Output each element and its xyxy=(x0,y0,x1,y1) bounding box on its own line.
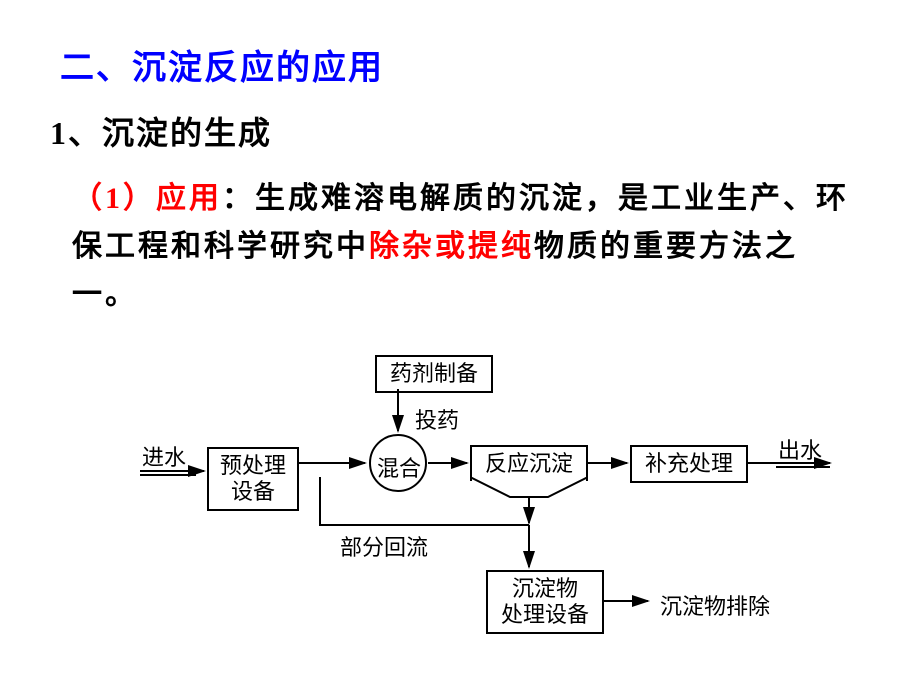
para-highlight: 除杂或提纯 xyxy=(369,230,534,263)
para-prefix: （1）应用 xyxy=(72,182,222,215)
flowchart-arrows xyxy=(100,355,880,655)
flowchart: 药剂制备 投药 进水 预处理 设备 混合 反应沉淀 补充处理 出水 部分回流 沉… xyxy=(100,355,880,655)
sub-heading: 1、沉淀的生成 xyxy=(50,108,272,154)
section-heading: 二、沉淀反应的应用 xyxy=(60,40,384,89)
paragraph: （1）应用：生成难溶电解质的沉淀，是工业生产、环保工程和科学研究中除杂或提纯物质… xyxy=(72,175,862,319)
